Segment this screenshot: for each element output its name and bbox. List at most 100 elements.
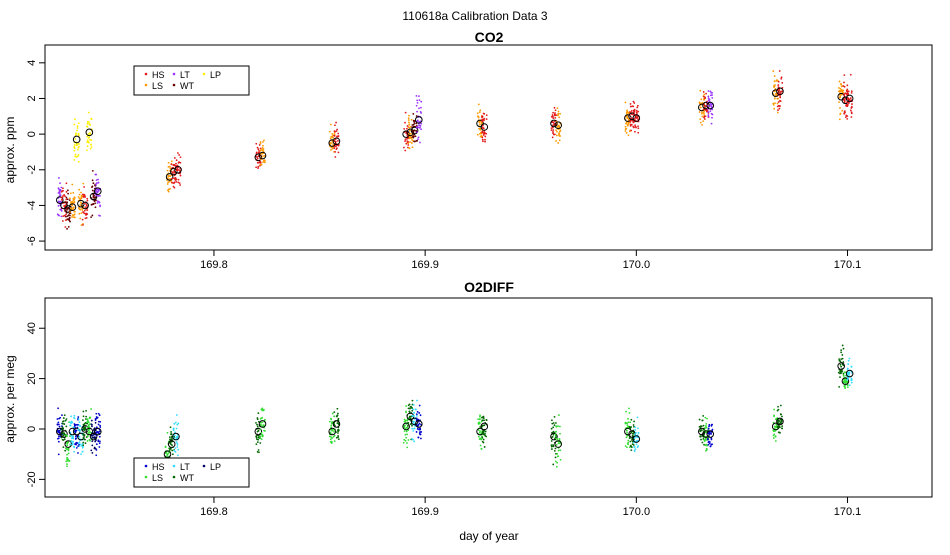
o2diff-point-wt: [337, 432, 339, 434]
co2-point-lt: [59, 182, 61, 185]
o2diff-point-wt: [257, 438, 260, 441]
co2-point-hs: [850, 116, 853, 118]
co2-point-hs: [847, 102, 850, 105]
co2-cluster-mean-marker: [258, 151, 267, 160]
co2-point-hs: [82, 211, 85, 213]
co2-point-hs: [176, 169, 179, 172]
co2-cluster-mean-marker: [632, 114, 641, 122]
co2-point-hs: [177, 161, 180, 164]
o2diff-point-lt: [70, 420, 73, 423]
co2-point-lt: [708, 100, 711, 103]
co2-point-lt: [420, 128, 423, 131]
co2-point-ls: [79, 217, 82, 220]
o2diff-point-hs: [416, 410, 419, 413]
o2diff-point-ls: [842, 375, 845, 377]
o2diff-point-lt: [848, 372, 850, 375]
o2diff-point-lt: [69, 421, 71, 424]
co2-cluster-mean-marker: [174, 165, 182, 174]
co2-point-lt: [710, 91, 713, 94]
co2-point-ls: [408, 129, 411, 132]
co2-point-lt: [420, 106, 422, 109]
o2diff-point-lp: [94, 421, 97, 424]
co2-point-lt: [98, 201, 101, 204]
co2-point-ls: [555, 134, 558, 137]
co2-point-lt: [707, 95, 710, 98]
o2diff-point-lt: [174, 421, 177, 424]
o2diff-point-ls: [86, 435, 89, 437]
co2-cluster-mean-marker: [410, 126, 419, 135]
co2-point-hs: [60, 196, 63, 199]
co2-point-hs: [404, 149, 407, 152]
o2diff-point-lt: [412, 404, 415, 406]
o2diff-point-ls: [329, 438, 332, 441]
o2diff-point-wt: [60, 428, 63, 431]
o2diff-point-ls: [477, 418, 480, 421]
co2-point-lt: [95, 183, 97, 186]
co2-point-hs: [337, 139, 339, 142]
co2-point-wt: [91, 203, 94, 206]
o2diff-point-lt: [173, 449, 176, 452]
o2diff-point-wt: [337, 412, 339, 415]
o2diff-cluster-mean-marker: [554, 440, 562, 448]
o2diff-point-wt: [631, 432, 634, 435]
o2diff-legend-swatch-wt: [172, 475, 176, 479]
o2diff-point-wt: [82, 444, 85, 447]
co2-point-ls: [773, 107, 776, 110]
co2-point-wt: [67, 218, 69, 221]
co2-point-hs: [179, 184, 182, 186]
o2diff-point-lt: [78, 430, 81, 433]
o2diff-point-wt: [839, 363, 842, 366]
co2-point-ls: [80, 224, 83, 227]
o2diff-point-hs: [418, 412, 421, 414]
o2diff-point-hs: [61, 414, 63, 417]
co2-point-lt: [99, 205, 101, 208]
o2diff-point-hs: [419, 414, 422, 417]
o2diff-point-wt: [485, 435, 488, 438]
o2diff-point-hs: [709, 445, 712, 448]
co2-point-ls: [410, 118, 413, 121]
o2diff-point-wt: [779, 418, 782, 421]
co2-point-lp: [74, 155, 77, 158]
o2diff-point-wt: [483, 433, 486, 436]
o2diff-point-lt: [73, 446, 76, 449]
o2diff-point-wt: [553, 424, 556, 427]
co2-point-ls: [625, 122, 627, 125]
co2-cluster-mean-marker: [628, 112, 636, 121]
o2diff-point-lt: [174, 447, 177, 450]
o2diff-point-wt: [259, 442, 262, 444]
o2diff-point-hs: [57, 437, 60, 440]
co2-point-hs: [777, 104, 780, 107]
co2-point-ls: [839, 87, 842, 90]
o2diff-point-lt: [637, 439, 639, 442]
co2-point-ls: [477, 115, 479, 118]
co2-point-lt: [57, 200, 60, 203]
co2-point-ls: [840, 83, 842, 85]
co2-point-ls: [558, 139, 561, 142]
o2diff-point-hs: [95, 431, 98, 434]
o2diff-point-ls: [263, 409, 265, 411]
o2diff-point-lt: [415, 414, 418, 417]
o2diff-point-ls: [772, 434, 775, 437]
o2diff-legend-box: [133, 457, 250, 488]
co2-point-hs: [172, 164, 175, 166]
o2diff-point-lt: [70, 440, 73, 443]
o2diff-point-ls: [405, 436, 408, 439]
o2diff-point-wt: [698, 418, 701, 421]
co2-point-ls: [841, 109, 844, 112]
co2-point-hs: [83, 212, 86, 215]
o2diff-point-ls: [331, 421, 333, 423]
co2-point-hs: [485, 118, 488, 120]
o2diff-panel: O2DIFF approx. per meg 169.8 169.9 170.0 17…: [3, 279, 933, 518]
co2-point-hs: [334, 138, 337, 141]
co2-point-hs: [843, 94, 846, 97]
co2-point-hs: [777, 101, 780, 103]
co2-cluster-mean-marker: [72, 135, 81, 144]
o2diff-point-wt: [839, 376, 841, 379]
o2diff-point-wt: [334, 428, 336, 431]
o2diff-point-ls: [403, 418, 406, 421]
co2-point-ls: [73, 196, 76, 199]
o2diff-point-hs: [77, 445, 79, 448]
co2-cluster-mean-marker: [845, 94, 854, 103]
o2diff-point-wt: [840, 358, 843, 361]
co2-point-ls: [330, 136, 333, 138]
